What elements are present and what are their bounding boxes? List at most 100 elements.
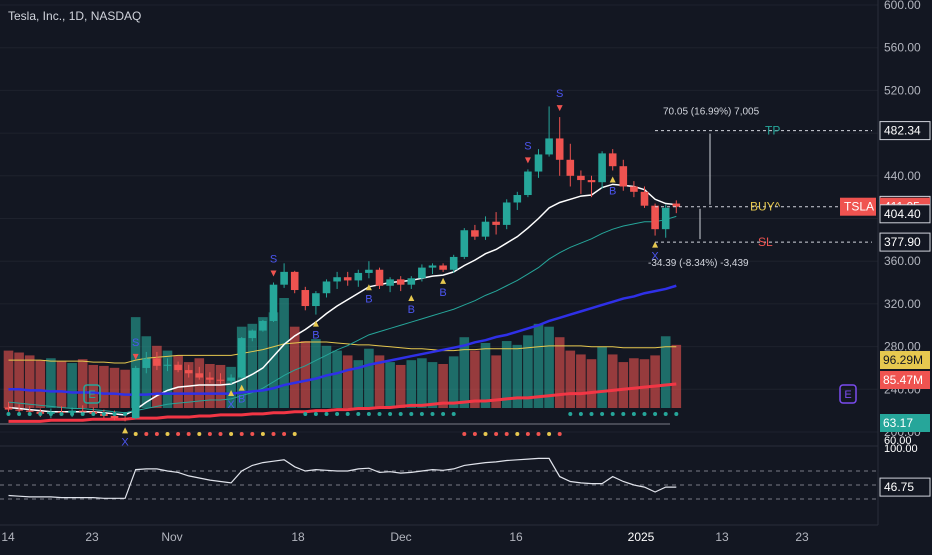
signal-arrow bbox=[365, 284, 372, 291]
candle-body bbox=[163, 364, 172, 366]
dots-marker bbox=[154, 432, 159, 436]
volume-bar bbox=[332, 350, 342, 408]
candle-body bbox=[651, 205, 659, 230]
dots-marker bbox=[674, 412, 679, 416]
dots-marker bbox=[398, 412, 403, 416]
volume-bar bbox=[120, 369, 130, 408]
candle-body bbox=[577, 175, 585, 181]
price-tick-label: 440.00 bbox=[884, 169, 921, 183]
signal-label: X bbox=[121, 436, 129, 448]
dots-value-label: 63.17 bbox=[883, 416, 913, 430]
dots-marker bbox=[377, 412, 382, 416]
rsi-value-label: 46.75 bbox=[884, 480, 914, 494]
dots-marker bbox=[589, 412, 594, 416]
candle-body bbox=[237, 338, 246, 378]
signal-arrow bbox=[440, 277, 447, 284]
volume-bar bbox=[544, 326, 554, 408]
dots-marker bbox=[610, 412, 615, 416]
signal-arrow bbox=[609, 176, 616, 183]
volume-bar bbox=[607, 354, 618, 408]
candle-body bbox=[630, 186, 638, 192]
dots-marker bbox=[239, 432, 244, 436]
buy-label: BUY^ bbox=[750, 200, 781, 214]
time-tick-label: 23 bbox=[795, 530, 809, 544]
volume-bar bbox=[448, 356, 459, 408]
dots-marker bbox=[165, 432, 170, 436]
dots-marker bbox=[631, 412, 636, 416]
dots-marker bbox=[409, 412, 414, 416]
signal-arrow bbox=[238, 384, 245, 391]
dots-marker bbox=[292, 432, 297, 436]
price-tick-label: 600.00 bbox=[884, 0, 921, 12]
volume-bar bbox=[459, 337, 470, 408]
signal-label: B bbox=[609, 185, 616, 197]
candle-body bbox=[216, 379, 225, 381]
candle-body bbox=[312, 293, 320, 307]
volume-label-box bbox=[880, 371, 930, 389]
candle-body bbox=[206, 377, 214, 380]
volume-bar bbox=[321, 345, 332, 408]
candle-body bbox=[386, 279, 394, 286]
candle-body bbox=[354, 272, 363, 281]
dots-marker bbox=[229, 432, 234, 436]
volume-bar bbox=[300, 341, 311, 408]
dots-marker bbox=[356, 412, 361, 416]
volume-bar bbox=[660, 336, 671, 408]
signal-label: B bbox=[408, 304, 415, 316]
signal-arrow bbox=[408, 294, 415, 301]
dots-marker bbox=[101, 412, 106, 416]
dots-marker bbox=[59, 412, 64, 416]
symbol-label-box bbox=[840, 197, 876, 216]
volume-bar bbox=[501, 341, 512, 408]
volume-bar bbox=[576, 354, 586, 408]
dots-marker bbox=[207, 432, 212, 436]
candle-body bbox=[184, 370, 193, 374]
signal-label: S bbox=[270, 254, 277, 266]
candle-body bbox=[365, 269, 373, 273]
price-label: 482.34 bbox=[884, 124, 921, 138]
volume-bar bbox=[88, 364, 99, 408]
signal-label: S bbox=[132, 337, 139, 349]
volume-bar bbox=[24, 355, 35, 408]
volume-bar bbox=[523, 335, 533, 408]
candle-body bbox=[280, 271, 288, 285]
dots-marker bbox=[441, 412, 446, 416]
dots-marker bbox=[515, 432, 520, 436]
overlay-line bbox=[8, 183, 677, 416]
candle-body bbox=[449, 256, 458, 270]
volume-bar bbox=[427, 362, 438, 408]
price-label-box bbox=[879, 204, 931, 224]
signal-label: B bbox=[238, 394, 245, 406]
dots-marker bbox=[218, 432, 223, 436]
volume-bar bbox=[512, 344, 523, 408]
candle-body bbox=[640, 191, 649, 206]
signal-arrow bbox=[312, 320, 319, 327]
signal-label: B bbox=[312, 330, 319, 342]
volume-bar bbox=[56, 361, 67, 408]
price-tick-label: 360.00 bbox=[884, 254, 921, 268]
candle-body bbox=[227, 377, 235, 381]
candle-body bbox=[534, 154, 543, 172]
dots-marker bbox=[197, 432, 202, 436]
dots-marker bbox=[568, 412, 573, 416]
volume-bar bbox=[173, 355, 183, 408]
candle-body bbox=[524, 171, 532, 196]
volume-bar bbox=[3, 350, 14, 408]
volume-bar bbox=[109, 367, 120, 408]
dots-marker bbox=[663, 412, 668, 416]
candle-body bbox=[153, 358, 161, 366]
candle-body bbox=[68, 410, 76, 413]
earnings-marker-label: E bbox=[88, 389, 95, 401]
candle-body bbox=[502, 202, 511, 225]
dots-marker bbox=[494, 432, 499, 436]
candle-body bbox=[15, 409, 23, 411]
candle-body bbox=[78, 410, 87, 412]
volume-bar bbox=[130, 317, 141, 408]
volume-bar bbox=[565, 350, 576, 408]
signal-arrow bbox=[556, 105, 563, 112]
volume-bar bbox=[46, 358, 56, 408]
price-tick-label: 520.00 bbox=[884, 83, 921, 97]
dots-marker bbox=[313, 412, 318, 416]
